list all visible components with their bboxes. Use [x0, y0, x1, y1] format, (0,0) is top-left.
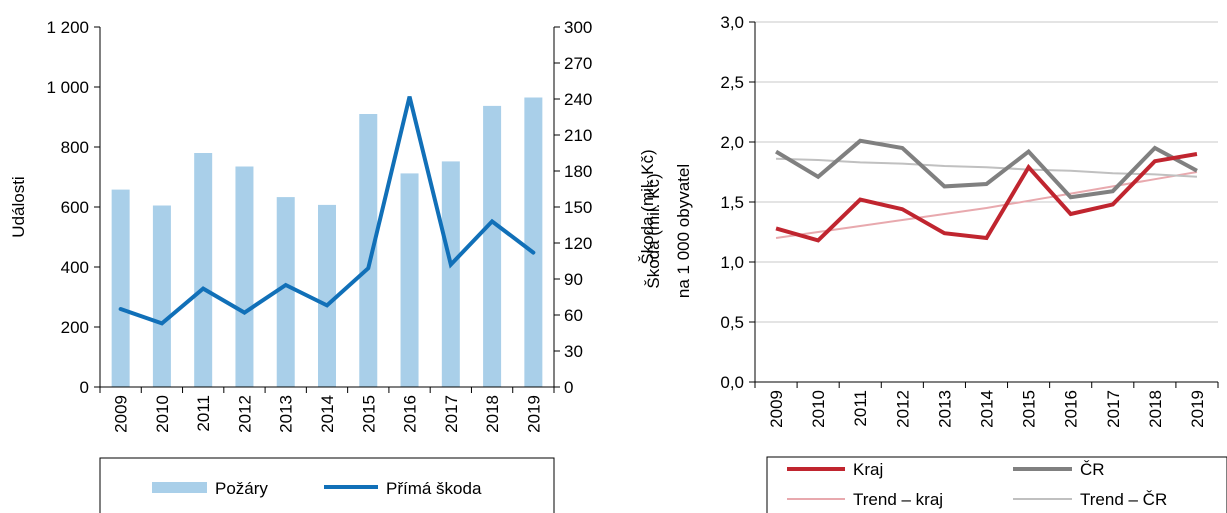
right-y-tick-label: 30	[564, 342, 583, 361]
fires-bar-2019	[524, 97, 543, 387]
left-y-tick-label: 0	[80, 378, 89, 397]
x-tick-label: 2011	[194, 395, 213, 432]
fires-bar-2013	[276, 197, 295, 387]
left-y-tick-label: 200	[61, 318, 89, 337]
x-tick-label: 2019	[1188, 390, 1207, 428]
fires-bars	[111, 97, 543, 388]
fires-bar-2017	[441, 161, 460, 387]
x-tick-label: 2014	[978, 390, 997, 428]
fires-chart: 0 200 400 600 800 1 000 1 200 0 30 60 90 120 150 180…	[9, 18, 657, 513]
series-line-2	[775, 171, 1198, 239]
left-y-tick-label: 1 000	[46, 78, 89, 97]
right-y-tick-label: 60	[564, 306, 583, 325]
right-y-tick-label: 120	[564, 234, 592, 253]
legend-label-kraj: Kraj	[853, 460, 883, 479]
y-tick-label: 2,5	[720, 73, 744, 92]
y-axis-title-line2: na 1 000 obyvatel	[674, 164, 693, 298]
right-y-tick-label: 240	[564, 90, 592, 109]
x-tick-label: 2013	[277, 395, 296, 433]
x-tick-label: 2017	[1104, 390, 1123, 428]
legend-label-cr: ČR	[1080, 460, 1105, 479]
fires-bar-2011	[194, 153, 213, 387]
right-y-axis-title: Škoda (mil. Kč)	[638, 149, 657, 264]
legend-label-trend-cr: Trend – ČR	[1080, 490, 1167, 509]
x-ticks: 2009 2010 2011 2012 2013 2014 2015 2016 2017 2018…	[754, 382, 1219, 428]
fires-bar-2012	[235, 166, 254, 387]
damage-line	[118, 96, 536, 326]
gridlines	[755, 21, 1218, 323]
x-tick-label: 2009	[112, 395, 131, 433]
fires-bar-2015	[359, 114, 378, 387]
x-tick-label: 2010	[809, 390, 828, 428]
per-capita-chart: 0,00,51,01,52,02,53,0 2009 2010 2011 2012 20…	[644, 13, 1227, 513]
right-y-tick-label: 210	[564, 126, 592, 145]
left-y-tick-label: 800	[61, 138, 89, 157]
left-y-axis-title: Události	[9, 176, 28, 237]
right-y-tick-label: 90	[564, 270, 583, 289]
series-line-0	[775, 152, 1198, 243]
x-tick-label: 2019	[524, 395, 543, 433]
right-legend-box	[766, 456, 1227, 513]
fires-bar-2009	[111, 189, 130, 387]
legend-label-trend-kraj: Trend – kraj	[853, 490, 943, 509]
x-tick-label: 2015	[359, 395, 378, 433]
right-y-tick-label: 150	[564, 198, 592, 217]
right-y-tick-label: 270	[564, 54, 592, 73]
x-tick-label: 2016	[401, 395, 420, 433]
x-tick-label: 2014	[318, 395, 337, 433]
y-axis-title-line1: Škoda (mil. Kč)	[644, 173, 663, 288]
legend-label-fires: Požáry	[215, 479, 268, 498]
right-y-tick-label: 180	[564, 162, 592, 181]
fires-bar-2010	[152, 205, 171, 387]
legend-label-damage: Přímá škoda	[386, 479, 482, 498]
x-tick-label: 2012	[235, 395, 254, 433]
x-tick-label: 2018	[483, 395, 502, 433]
series-line-1	[775, 138, 1198, 200]
y-tick-label: 0,5	[720, 313, 744, 332]
left-legend-box	[99, 457, 555, 513]
left-y-ticks: 0 200 400 600 800 1 000 1 200	[46, 18, 100, 397]
x-ticks: 2009 2010 2011 2012 2013 2014 2015 2016 2017 2018…	[99, 387, 555, 433]
right-y-tick-label: 300	[564, 18, 592, 37]
x-tick-label: 2018	[1146, 390, 1165, 428]
y-ticks: 0,0 0,5 1,0 1,5 2,0 2,5 3,0	[720, 13, 755, 392]
y-tick-label: 1,0	[720, 253, 744, 272]
series-line-3	[776, 157, 1198, 178]
fires-bar-2014	[318, 204, 336, 387]
x-tick-label: 2016	[1062, 390, 1081, 428]
x-tick-label: 2009	[767, 390, 786, 428]
fires-bar-2016	[400, 173, 419, 387]
y-tick-label: 0,0	[720, 373, 744, 392]
x-tick-label: 2011	[851, 390, 870, 427]
x-tick-label: 2010	[153, 395, 172, 433]
right-y-ticks: 0 30 60 90 120 150 180 210 240 270 300	[554, 18, 592, 397]
right-y-tick-label: 0	[564, 378, 573, 397]
y-tick-label: 3,0	[720, 13, 744, 32]
fires-bar-2018	[483, 105, 502, 388]
legend-swatch-fires	[152, 482, 207, 493]
left-y-tick-label: 400	[61, 258, 89, 277]
x-tick-label: 2012	[893, 390, 912, 428]
y-tick-label: 2,0	[720, 133, 744, 152]
series-lines	[775, 138, 1198, 243]
x-tick-label: 2017	[442, 395, 461, 433]
x-tick-label: 2015	[1020, 390, 1039, 428]
x-tick-label: 2013	[935, 390, 954, 428]
left-y-tick-label: 600	[61, 198, 89, 217]
y-tick-label: 1,5	[720, 193, 744, 212]
left-y-tick-label: 1 200	[46, 18, 89, 37]
